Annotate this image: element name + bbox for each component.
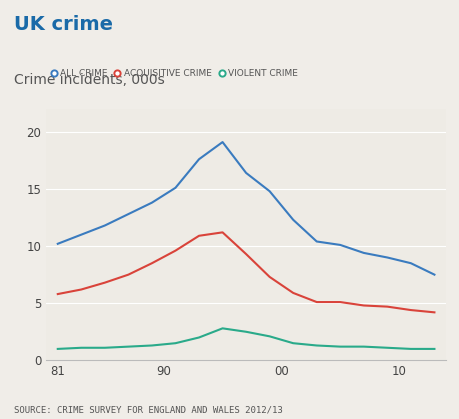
Legend: ALL CRIME, ACQUISITIVE CRIME, VIOLENT CRIME: ALL CRIME, ACQUISITIVE CRIME, VIOLENT CR… <box>46 66 301 82</box>
Text: Crime incidents, 000s: Crime incidents, 000s <box>14 72 164 87</box>
Text: SOURCE: CRIME SURVEY FOR ENGLAND AND WALES 2012/13: SOURCE: CRIME SURVEY FOR ENGLAND AND WAL… <box>14 406 282 415</box>
Text: UK crime: UK crime <box>14 15 112 34</box>
